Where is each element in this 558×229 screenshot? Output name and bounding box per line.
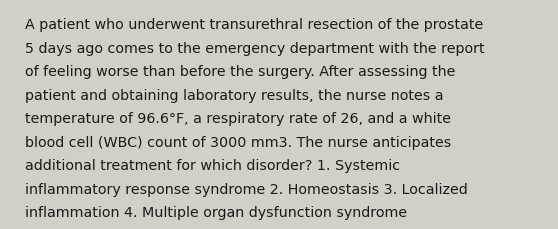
Text: inflammatory response syndrome 2. Homeostasis 3. Localized: inflammatory response syndrome 2. Homeos… — [25, 182, 468, 196]
Text: blood cell (WBC) count of 3000 mm3. The nurse anticipates: blood cell (WBC) count of 3000 mm3. The … — [25, 135, 451, 149]
Text: of feeling worse than before the surgery. After assessing the: of feeling worse than before the surgery… — [25, 65, 455, 79]
Text: temperature of 96.6°F, a respiratory rate of 26, and a white: temperature of 96.6°F, a respiratory rat… — [25, 112, 451, 126]
Text: additional treatment for which disorder? 1. Systemic: additional treatment for which disorder?… — [25, 158, 400, 172]
Text: 5 days ago comes to the emergency department with the report: 5 days ago comes to the emergency depart… — [25, 42, 485, 56]
Text: inflammation 4. Multiple organ dysfunction syndrome: inflammation 4. Multiple organ dysfuncti… — [25, 205, 407, 219]
Text: patient and obtaining laboratory results, the nurse notes a: patient and obtaining laboratory results… — [25, 88, 444, 102]
Text: A patient who underwent transurethral resection of the prostate: A patient who underwent transurethral re… — [25, 18, 483, 32]
